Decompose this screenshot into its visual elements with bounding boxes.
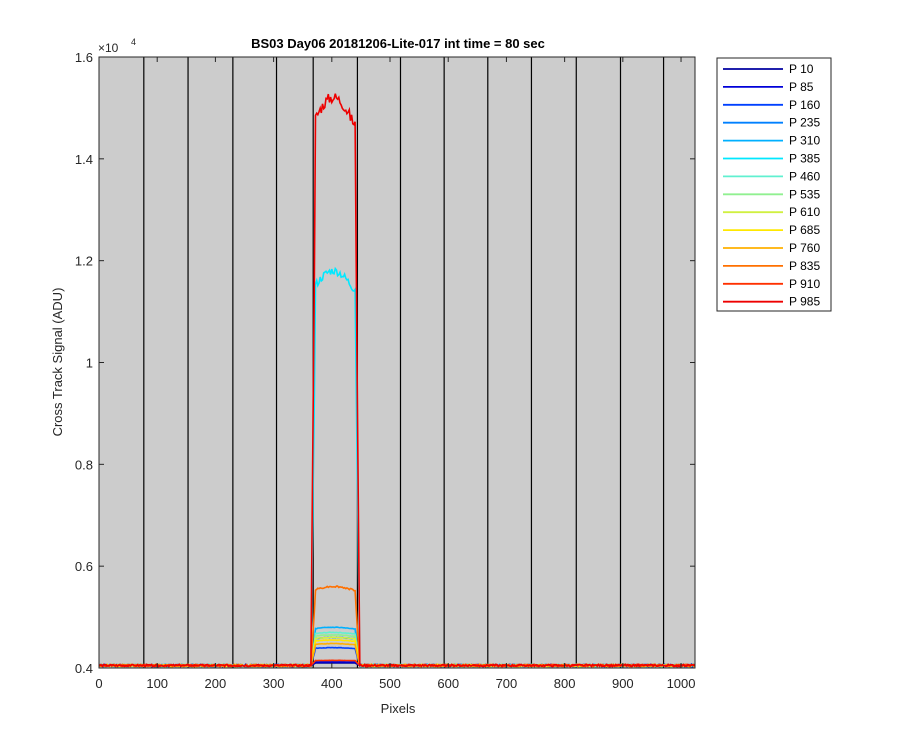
chart-title: BS03 Day06 20181206-Lite-017 int time = … [251, 36, 545, 51]
legend-label: P 460 [789, 169, 820, 183]
legend-label: P 985 [789, 295, 820, 309]
x-tick-label: 800 [554, 676, 576, 691]
x-tick-label: 700 [496, 676, 518, 691]
legend-box [716, 57, 832, 312]
legend-label: P 385 [789, 152, 820, 166]
y-tick-label: 0.4 [75, 661, 93, 676]
y-tick-label: 1.4 [75, 152, 93, 167]
y-axis: 0.4 0.6 0.8 1 1.2 1.4 1.6 [75, 50, 695, 676]
vertical-lines [143, 57, 665, 668]
y-tick-label: 0.6 [75, 559, 93, 574]
series-line [98, 93, 696, 668]
x-tick-label: 1000 [667, 676, 696, 691]
plot-area [99, 57, 695, 668]
x-tick-label: 500 [379, 676, 401, 691]
legend-label: P 10 [789, 62, 814, 76]
y-exponent-base: ×10 [98, 41, 119, 55]
x-tick-label: 200 [205, 676, 227, 691]
x-tick-label: 600 [437, 676, 459, 691]
legend-label: P 685 [789, 223, 820, 237]
x-axis-label: Pixels [381, 701, 416, 716]
legend-label: P 760 [789, 241, 820, 255]
legend-label: P 535 [789, 187, 820, 201]
x-tick-label: 300 [263, 676, 285, 691]
y-exponent-power: 4 [131, 37, 136, 47]
legend-label: P 85 [789, 80, 814, 94]
legend-label: P 610 [789, 205, 820, 219]
legend-label: P 310 [789, 134, 820, 148]
y-axis-label: Cross Track Signal (ADU) [50, 288, 65, 437]
x-axis: 0 100 200 300 400 500 600 700 800 900 1000 [95, 57, 695, 691]
x-tick-label: 0 [95, 676, 102, 691]
y-tick-label: 1.2 [75, 254, 93, 269]
series-lines [98, 93, 696, 669]
y-tick-label: 0.8 [75, 457, 93, 472]
y-tick-label: 1.6 [75, 50, 93, 65]
x-tick-label: 900 [612, 676, 634, 691]
legend-label: P 160 [789, 98, 820, 112]
x-tick-label: 400 [321, 676, 343, 691]
legend-label: P 835 [789, 259, 820, 273]
x-tick-label: 100 [146, 676, 168, 691]
legend-label: P 910 [789, 277, 820, 291]
legend-label: P 235 [789, 116, 820, 130]
y-tick-label: 1 [86, 356, 93, 371]
legend: P 10 P 85 P 160 P 235 P 310 P 385 P 460 P 535 P … [716, 57, 832, 312]
